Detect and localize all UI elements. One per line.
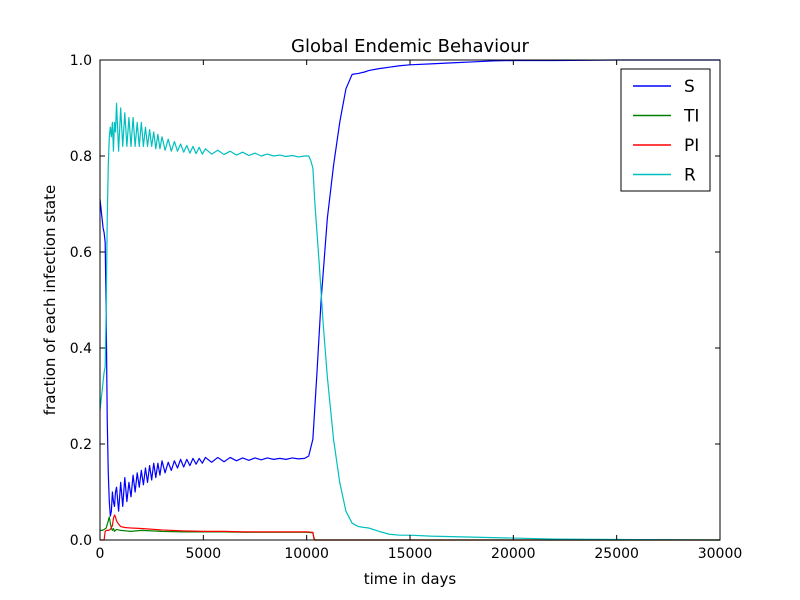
y-tick-label: 0.4 bbox=[70, 341, 92, 357]
legend-label-r: R bbox=[684, 166, 696, 186]
legend-label-s: S bbox=[684, 77, 695, 97]
y-tick-label: 1.0 bbox=[70, 53, 92, 69]
x-tick-label: 0 bbox=[96, 546, 105, 562]
y-tick-label: 0.6 bbox=[70, 245, 92, 261]
x-tick-label: 25000 bbox=[594, 546, 639, 562]
x-tick-label: 20000 bbox=[491, 546, 536, 562]
series-line-pi bbox=[100, 514, 720, 541]
x-tick-label: 5000 bbox=[186, 546, 222, 562]
legend: S TI PI R bbox=[620, 68, 711, 192]
legend-label-ti: TI bbox=[683, 107, 699, 127]
plot-lines bbox=[99, 59, 721, 541]
series-line-s bbox=[99, 59, 720, 517]
chart-title: Global Endemic Behaviour bbox=[291, 36, 530, 57]
x-tick-label: 30000 bbox=[698, 546, 743, 562]
y-tick-label: 0.2 bbox=[70, 437, 92, 453]
series-line-r bbox=[99, 102, 721, 541]
x-tick-label: 15000 bbox=[388, 546, 433, 562]
legend-label-pi: PI bbox=[684, 136, 699, 156]
y-axis: 0.0 0.2 0.4 0.6 0.8 1.0 bbox=[70, 53, 720, 549]
y-tick-label: 0.8 bbox=[70, 149, 92, 165]
x-tick-label: 10000 bbox=[284, 546, 329, 562]
x-axis: 0 5000 10000 15000 20000 25000 30000 bbox=[96, 60, 743, 562]
y-axis-label: fraction of each infection state bbox=[41, 185, 59, 416]
legend-box bbox=[620, 68, 711, 192]
x-axis-label: time in days bbox=[364, 570, 457, 588]
y-tick-label: 0.0 bbox=[70, 533, 92, 549]
